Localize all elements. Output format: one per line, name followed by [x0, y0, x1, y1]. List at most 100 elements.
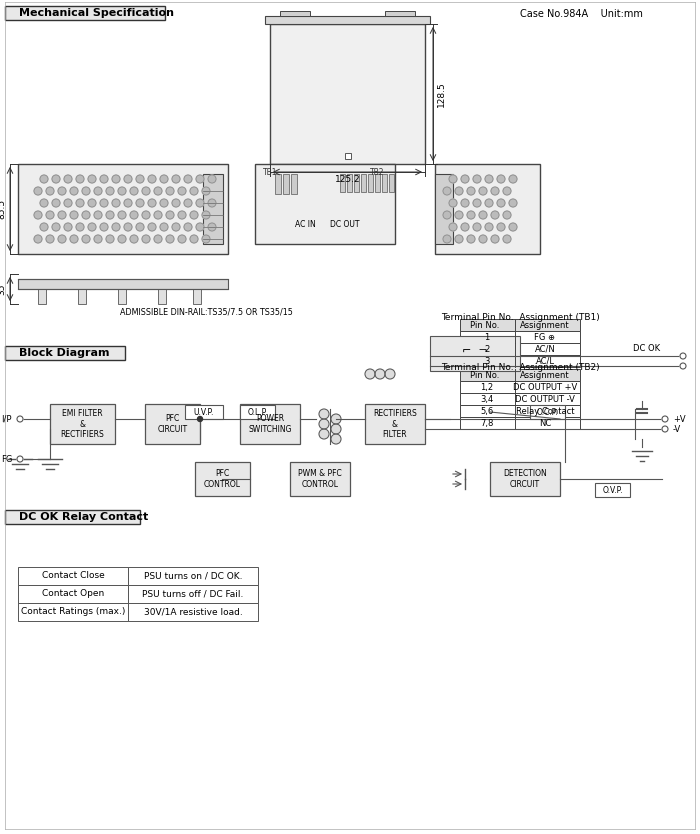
Text: DC OK: DC OK [633, 344, 660, 353]
Text: I/P: I/P [1, 414, 12, 424]
Circle shape [197, 416, 202, 421]
Circle shape [662, 416, 668, 422]
Circle shape [112, 223, 120, 231]
Circle shape [58, 235, 66, 243]
Bar [347, 174, 352, 192]
Circle shape [172, 175, 180, 183]
Bar [460, 369, 580, 381]
Circle shape [136, 175, 144, 183]
Text: Terminal Pin No.  Assignment (TB1): Terminal Pin No. Assignment (TB1) [440, 313, 599, 321]
Circle shape [503, 211, 511, 219]
Circle shape [449, 223, 457, 231]
Text: O.C.P.: O.C.P. [537, 408, 559, 416]
Circle shape [124, 199, 132, 207]
Bar [385, 11, 415, 16]
Circle shape [331, 414, 341, 424]
Circle shape [40, 199, 48, 207]
Circle shape [178, 187, 186, 195]
Text: 3,4: 3,4 [480, 394, 494, 404]
Circle shape [319, 409, 329, 419]
Circle shape [491, 235, 499, 243]
Circle shape [76, 175, 84, 183]
Circle shape [82, 211, 90, 219]
Circle shape [124, 223, 132, 231]
Circle shape [190, 211, 198, 219]
Text: Terminal Pin No.  Assignment (TB2): Terminal Pin No. Assignment (TB2) [441, 363, 599, 371]
Text: FG ⊕: FG ⊕ [535, 333, 556, 341]
Circle shape [94, 235, 102, 243]
Circle shape [485, 199, 493, 207]
Bar [128, 567, 258, 585]
Bar [158, 289, 166, 304]
Text: O.L.P.: O.L.P. [247, 408, 267, 416]
Bar [270, 24, 425, 164]
Circle shape [136, 223, 144, 231]
Text: DC OUT: DC OUT [330, 219, 360, 229]
Circle shape [184, 199, 192, 207]
Circle shape [112, 199, 120, 207]
Bar [290, 462, 350, 496]
Text: PSU turns off / DC Fail.: PSU turns off / DC Fail. [142, 590, 244, 599]
Bar [430, 336, 520, 371]
Circle shape [196, 199, 204, 207]
Circle shape [94, 211, 102, 219]
Bar [340, 174, 345, 192]
Circle shape [70, 235, 78, 243]
Bar [38, 289, 46, 304]
Circle shape [34, 187, 42, 195]
Bar [368, 174, 373, 192]
Text: O.V.P.: O.V.P. [602, 485, 623, 495]
Bar [361, 174, 366, 192]
Bar [460, 319, 580, 331]
Circle shape [467, 211, 475, 219]
Circle shape [64, 223, 72, 231]
Circle shape [88, 199, 96, 207]
Circle shape [509, 199, 517, 207]
Text: 35: 35 [0, 284, 6, 294]
Circle shape [479, 187, 487, 195]
Circle shape [208, 199, 216, 207]
Bar [8, 513, 15, 521]
Text: AC IN: AC IN [295, 219, 316, 229]
Bar [460, 393, 580, 405]
Bar [18, 279, 228, 289]
Bar [460, 381, 580, 393]
Circle shape [196, 223, 204, 231]
Text: 85.5: 85.5 [0, 199, 6, 219]
Text: 1: 1 [484, 333, 489, 341]
Circle shape [46, 211, 54, 219]
Bar [193, 289, 201, 304]
Circle shape [467, 187, 475, 195]
Bar [18, 603, 128, 621]
Circle shape [160, 175, 168, 183]
Text: PFC
CONTROL: PFC CONTROL [204, 470, 241, 489]
Text: Relay Contact: Relay Contact [516, 406, 574, 415]
Circle shape [64, 175, 72, 183]
Circle shape [76, 199, 84, 207]
Text: 2: 2 [484, 344, 489, 354]
Circle shape [148, 223, 156, 231]
Circle shape [455, 187, 463, 195]
Text: +V: +V [673, 414, 685, 424]
Circle shape [172, 199, 180, 207]
Text: 3: 3 [484, 356, 490, 365]
Circle shape [680, 363, 686, 369]
Circle shape [449, 175, 457, 183]
Text: Contact Open: Contact Open [42, 590, 104, 599]
Circle shape [46, 235, 54, 243]
Circle shape [178, 211, 186, 219]
Circle shape [208, 175, 216, 183]
Circle shape [319, 429, 329, 439]
Circle shape [148, 175, 156, 183]
Text: PWM & PFC
CONTROL: PWM & PFC CONTROL [298, 470, 342, 489]
Circle shape [142, 187, 150, 195]
Text: 125.2: 125.2 [335, 174, 360, 183]
Text: NC: NC [539, 419, 551, 428]
Bar [8, 9, 15, 17]
Text: 128.5: 128.5 [437, 81, 446, 107]
Circle shape [70, 187, 78, 195]
Bar [118, 289, 126, 304]
Bar [5, 346, 125, 360]
Text: ⌐  ¬: ⌐ ¬ [462, 346, 488, 356]
Bar [280, 11, 310, 16]
